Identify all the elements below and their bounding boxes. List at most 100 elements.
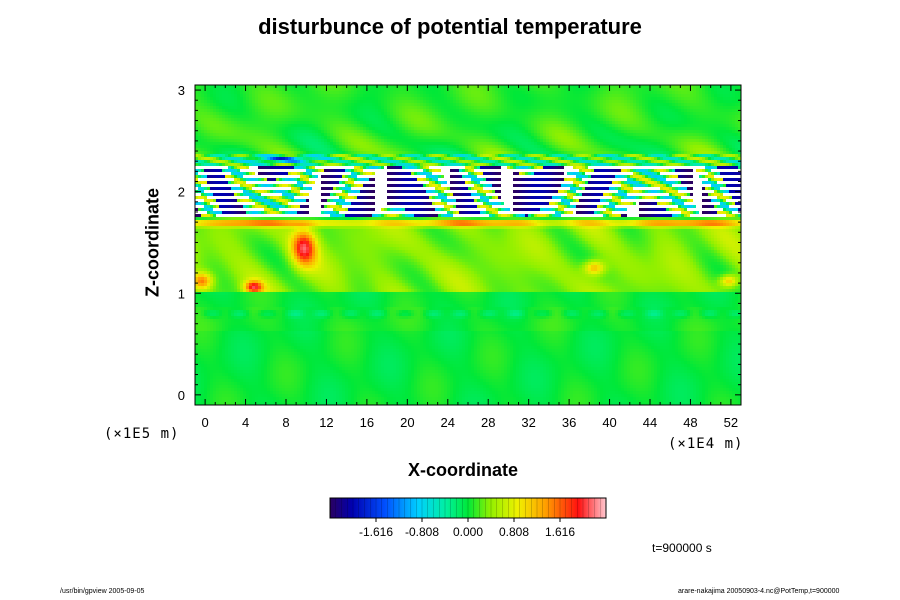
heatmap-cell-run [684,163,688,167]
heatmap-cell-run [432,160,436,164]
heatmap-cell-run [540,130,544,134]
heatmap-cell-run [453,109,457,113]
heatmap-cell-run [588,121,595,125]
heatmap-cell-run [504,106,508,110]
heatmap-cell-run [507,163,511,167]
heatmap-cell-run [663,118,667,122]
heatmap-cell-run [438,157,442,161]
heatmap-cell-run [237,139,241,143]
heatmap-cell-run [711,85,715,89]
heatmap-cell-run [348,133,352,137]
heatmap-cell-run [315,154,319,158]
heatmap-cell-run [402,172,406,176]
heatmap-cell-run [516,139,520,143]
heatmap-cell-run [210,169,214,173]
heatmap-cell-run [633,115,637,119]
heatmap-cell-run [663,136,667,140]
heatmap-cell-run [723,139,727,143]
heatmap-cell-run [531,124,535,128]
heatmap-cell-run [540,139,544,143]
heatmap-cell-run [306,88,310,92]
heatmap-cell-run [222,118,226,122]
heatmap-cell-run [519,142,523,146]
heatmap-cell-run [513,136,517,140]
heatmap-cell-run [684,154,688,158]
heatmap-cell-run [732,166,736,170]
heatmap-cell-run [699,112,703,116]
heatmap-cell-run [678,163,682,167]
heatmap-cell-run [426,136,430,140]
heatmap-cell-run [276,157,280,161]
heatmap-cell-run [345,118,349,122]
heatmap-cell-run [630,142,634,146]
heatmap-cell-run [246,163,250,167]
heatmap-cell-run [675,133,679,137]
heatmap-cell-run [225,139,229,143]
heatmap-cell-run [651,148,655,152]
heatmap-cell-run [318,112,322,116]
heatmap-cell-run [612,91,616,95]
heatmap-cell-run [339,91,343,95]
heatmap-cell-run [714,151,718,155]
heatmap-cell-run [282,136,286,140]
heatmap-cell-run [459,121,463,125]
heatmap-cell-run [333,115,337,119]
heatmap-cell-run [351,157,355,161]
heatmap-cell-run [282,112,286,116]
heatmap-cell-run [216,106,220,110]
heatmap-cell-run [375,103,379,107]
heatmap-cell-run [468,136,472,140]
heatmap-cell-run [684,157,688,161]
heatmap-cell-run [393,163,397,167]
heatmap-cell-run [264,163,268,167]
heatmap-cell-run [612,139,619,143]
heatmap-cell-run [507,103,511,107]
heatmap-cell-run [612,127,616,131]
heatmap-cell-run [339,163,343,167]
heatmap-cell-run [408,106,412,110]
heatmap-cell-run [609,85,613,89]
heatmap-cell-run [300,154,304,158]
heatmap-cell-run [561,85,565,89]
heatmap-cell-run [381,160,385,164]
heatmap-cell-run [321,163,325,167]
heatmap-cell-run [354,91,358,95]
heatmap-cell-run [198,109,202,113]
heatmap-cell-run [639,103,643,107]
heatmap-cell-run [717,112,721,116]
heatmap-cell-run [708,139,712,143]
heatmap-cell-run [243,109,247,113]
heatmap-cell-run [567,154,571,158]
heatmap-cell-run [207,115,211,119]
heatmap-cell-run [435,118,439,122]
heatmap-cell-run [195,103,199,107]
heatmap-cell-run [693,94,697,98]
heatmap-cell-run [582,139,586,143]
heatmap-cell-run [339,160,343,164]
heatmap-cell-run [735,118,739,122]
heatmap-cell-run [276,139,280,143]
heatmap-cell-run [417,106,421,110]
heatmap-cell-run [564,109,568,113]
heatmap-cell-run [354,157,358,161]
heatmap-cell-run [495,103,499,107]
heatmap-cell-run [222,106,226,110]
heatmap-cell-run [222,109,226,113]
heatmap-cell-run [579,91,583,95]
heatmap-cell-run [558,160,562,164]
heatmap-cell-run [282,166,286,170]
heatmap-cell-run [258,121,262,125]
heatmap-cell-run [468,166,472,170]
heatmap-cell-run [651,103,655,107]
heatmap-cell-run [396,148,400,152]
heatmap-cell-run [630,160,634,164]
heatmap-cell-run [660,94,664,98]
heatmap-cell-run [630,106,634,110]
heatmap-cell-run [357,94,361,98]
heatmap-cell-run [240,136,244,140]
heatmap-cell-run [411,91,415,95]
heatmap-cell-run [318,142,322,146]
heatmap-cell-run [411,166,415,170]
heatmap-cell-run [618,136,622,140]
heatmap-cell-run [381,91,385,95]
